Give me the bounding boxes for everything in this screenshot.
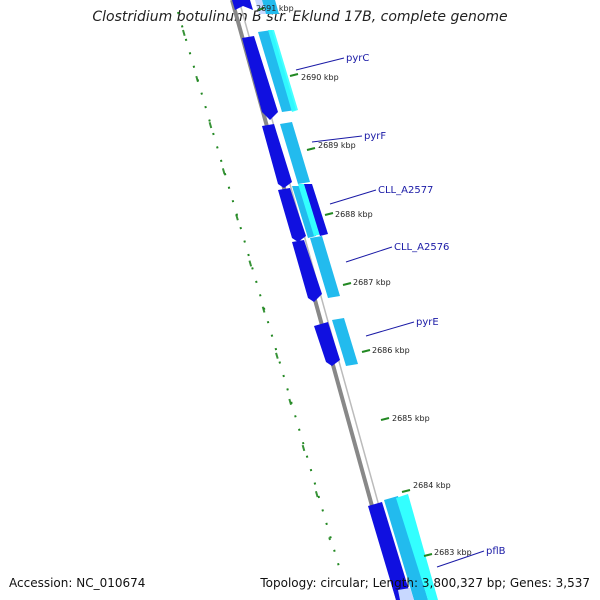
gene-labels: pyrC pyrF CLL_A2577 CLL_A2576 pyrE pflB — [346, 53, 506, 557]
gene-block — [384, 496, 428, 600]
gene-block — [242, 36, 278, 120]
tick-label: 2684 kbp — [413, 481, 451, 490]
tick-marks — [257, 7, 433, 557]
gene-block — [292, 240, 322, 302]
gene-block — [262, 0, 279, 14]
tick-label: 2687 kbp — [353, 278, 391, 287]
gene-label-pyrF: pyrF — [364, 131, 386, 142]
gene-label-CLL_A2577: CLL_A2577 — [378, 185, 433, 196]
gene-label-pyrE: pyrE — [416, 317, 439, 328]
tick-label: 2691 kbp — [256, 4, 294, 13]
gene-block — [332, 318, 358, 366]
gene-block — [280, 122, 310, 184]
gene-label-CLL_A2576: CLL_A2576 — [394, 242, 449, 253]
genome-summary: Topology: circular; Length: 3,800,327 bp… — [260, 576, 590, 590]
gene-block — [262, 124, 292, 188]
gene-label-pflB: pflB — [486, 546, 506, 557]
gene-label-pyrC: pyrC — [346, 53, 369, 64]
tick-label: 2685 kbp — [392, 414, 430, 423]
gene-block — [398, 588, 414, 600]
gene-leaders — [295, 57, 485, 568]
tick-label: 2689 kbp — [318, 141, 356, 150]
gene-block — [232, 0, 253, 10]
gene-block — [314, 322, 340, 366]
gene-block — [268, 30, 298, 112]
accession-text: Accession: NC_010674 — [9, 576, 146, 590]
tick-labels: 2691 kbp 2690 kbp 2689 kbp 2688 kbp 2687… — [256, 4, 472, 557]
gene-block — [368, 502, 412, 600]
tick-label: 2686 kbp — [372, 346, 410, 355]
map-title: Clostridium botulinum B str. Eklund 17B,… — [92, 9, 508, 25]
gene-block — [278, 188, 306, 242]
gene-block — [292, 186, 316, 238]
tick-label: 2690 kbp — [301, 73, 339, 82]
gene-block — [255, 0, 266, 14]
gene-block — [304, 184, 328, 236]
gene-block — [310, 236, 340, 298]
gene-block — [396, 494, 438, 600]
tick-label: 2683 kbp — [434, 548, 472, 557]
tick-label: 2688 kbp — [335, 210, 373, 219]
gene-blocks — [232, 0, 438, 600]
